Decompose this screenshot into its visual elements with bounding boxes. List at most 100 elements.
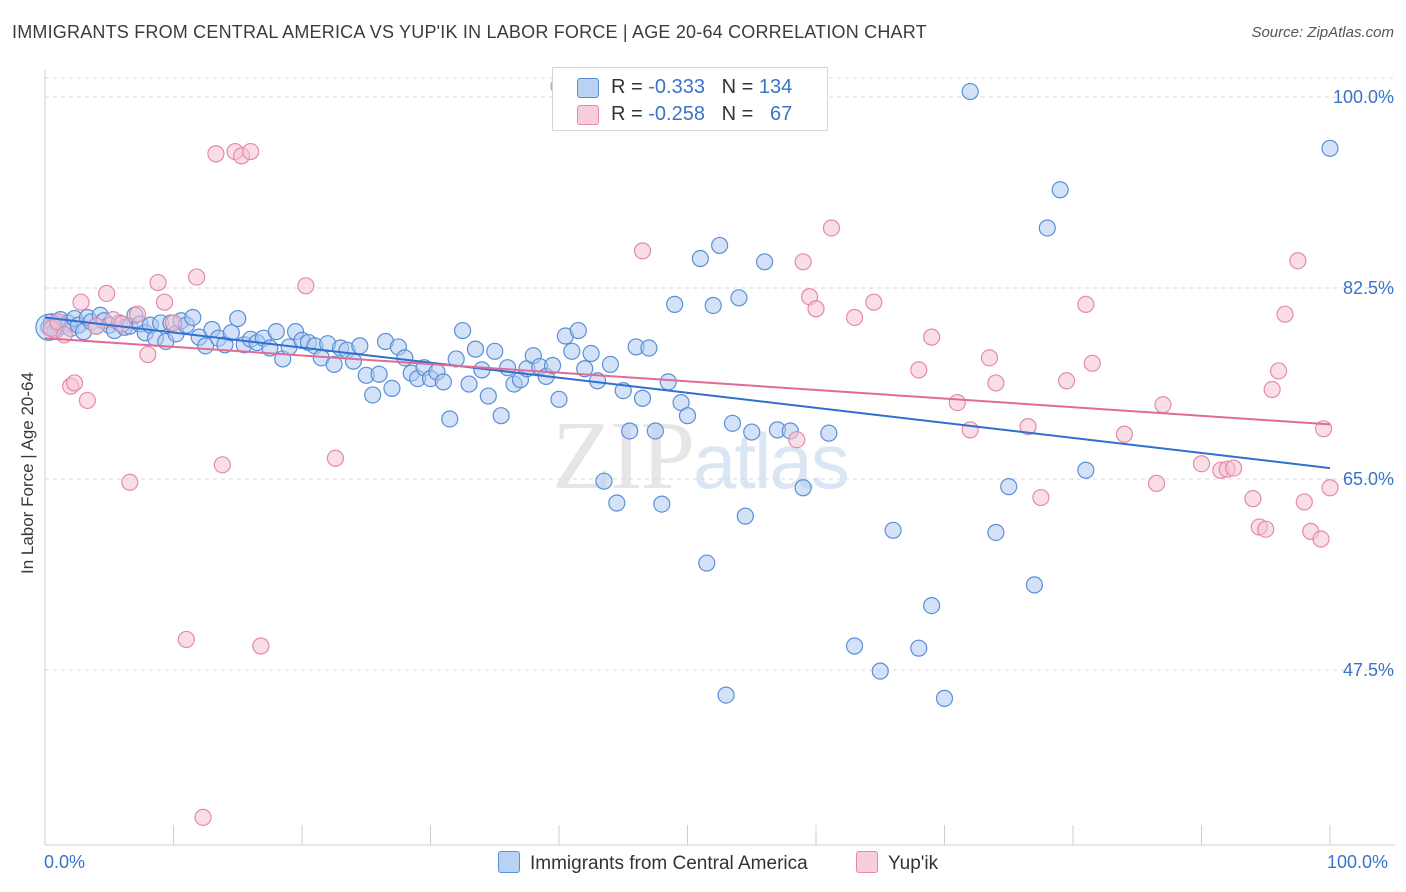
- data-point: [640, 339, 658, 357]
- data-point: [871, 662, 889, 680]
- n-label: N =: [721, 103, 754, 125]
- y-tick-label: 100.0%: [1332, 87, 1394, 107]
- data-point: [923, 328, 941, 346]
- data-point: [252, 637, 270, 655]
- data-point: [845, 308, 864, 327]
- data-point: [1269, 362, 1288, 380]
- data-point: [550, 390, 568, 408]
- data-point: [608, 494, 626, 512]
- y-tick-label: 65.0%: [1342, 469, 1394, 489]
- data-point: [466, 340, 485, 358]
- data-point: [1244, 490, 1262, 508]
- data-point: [794, 479, 812, 497]
- data-point: [1057, 372, 1076, 390]
- data-point: [222, 324, 240, 342]
- legend-label: Yup'ik: [888, 853, 939, 874]
- data-point: [788, 431, 806, 449]
- trend-lines: [44, 316, 1331, 470]
- data-point: [1019, 418, 1037, 436]
- data-point: [910, 639, 928, 657]
- data-point: [454, 321, 472, 340]
- data-point: [213, 456, 231, 474]
- data-point: [479, 387, 497, 405]
- y-tick-label: 82.5%: [1342, 278, 1394, 298]
- data-point: [653, 495, 671, 513]
- data-point: [646, 422, 664, 440]
- data-point: [704, 296, 722, 315]
- data-point: [633, 389, 652, 407]
- data-point: [1051, 181, 1069, 199]
- data-point: [1032, 488, 1050, 507]
- data-point: [633, 242, 652, 260]
- data-point: [563, 342, 581, 360]
- data-point: [128, 305, 147, 323]
- data-point: [325, 355, 343, 373]
- data-point: [595, 472, 613, 490]
- data-point: [1115, 425, 1134, 443]
- n-value: 67: [770, 103, 793, 125]
- data-point: [884, 521, 902, 539]
- x-tick-label-min: 0.0%: [44, 852, 86, 872]
- data-point: [1083, 354, 1101, 372]
- data-point: [1154, 396, 1172, 414]
- data-point: [364, 386, 382, 404]
- source-label: Source: ZipAtlas.com: [1251, 24, 1394, 41]
- data-point: [807, 300, 825, 318]
- data-point: [87, 317, 106, 335]
- data-point: [267, 323, 285, 341]
- legend-swatch-blue: [577, 78, 599, 98]
- data-point: [1147, 474, 1166, 492]
- data-point: [923, 597, 941, 615]
- trend-line-yupik: [44, 337, 1331, 426]
- data-point: [698, 554, 716, 572]
- data-point: [72, 293, 90, 311]
- data-point: [1025, 576, 1044, 594]
- data-point: [582, 344, 600, 363]
- data-point: [621, 422, 639, 440]
- data-point: [1321, 139, 1339, 157]
- data-point: [326, 449, 345, 467]
- legend-item-central-america: Immigrants from Central America: [498, 851, 808, 875]
- chart-title: IMMIGRANTS FROM CENTRAL AMERICA VS YUP'I…: [12, 22, 927, 42]
- data-point: [659, 373, 677, 391]
- legend-item-yupik: Yup'ik: [856, 851, 938, 875]
- y-tick-label: 47.5%: [1342, 660, 1394, 680]
- data-point: [736, 507, 754, 525]
- data-point: [1077, 461, 1095, 479]
- data-point: [434, 373, 452, 391]
- data-point: [601, 355, 620, 373]
- r-label: R =: [611, 103, 643, 125]
- data-point: [383, 379, 401, 398]
- data-point: [1321, 479, 1339, 497]
- data-point: [845, 637, 864, 655]
- data-point: [1038, 219, 1056, 237]
- trend-line-central-america: [44, 316, 1331, 470]
- data-point: [1312, 530, 1330, 548]
- data-point: [184, 308, 202, 327]
- data-point: [149, 273, 167, 292]
- data-point: [1263, 380, 1281, 399]
- data-point: [755, 253, 774, 271]
- data-point: [543, 356, 562, 375]
- data-point: [1276, 305, 1294, 323]
- data-point: [711, 236, 729, 255]
- data-point: [155, 293, 174, 311]
- legend-swatch-blue: [498, 851, 520, 873]
- data-point: [717, 686, 735, 704]
- y-axis-label: In Labor Force | Age 20-64: [18, 372, 37, 574]
- data-point: [460, 375, 478, 393]
- axes: [44, 70, 1395, 846]
- data-point: [678, 407, 697, 425]
- data-point: [1000, 478, 1018, 496]
- data-point: [961, 82, 979, 101]
- data-point: [194, 808, 212, 826]
- r-value: -0.333: [648, 76, 705, 98]
- data-point: [1192, 455, 1211, 473]
- legend-swatch-pink: [856, 851, 878, 873]
- data-point: [297, 277, 315, 295]
- data-point: [987, 374, 1005, 392]
- data-point: [987, 523, 1005, 542]
- data-point: [980, 349, 999, 367]
- data-point: [78, 391, 97, 410]
